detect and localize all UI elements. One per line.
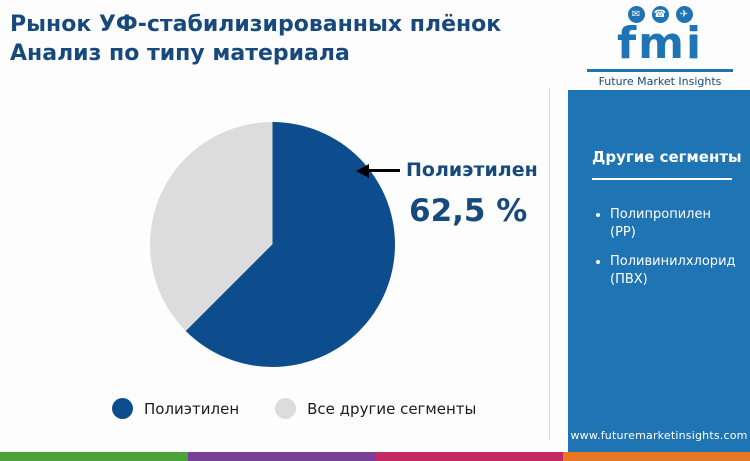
person-icon: ☎ — [651, 6, 669, 23]
stripe-segment — [0, 452, 188, 461]
legend-item-polyethylene: Полиэтилен — [112, 398, 239, 419]
sidebar-heading-underline — [592, 178, 732, 180]
callout-value: 62,5 % — [409, 193, 528, 229]
logo-wordmark: fmi — [616, 18, 704, 69]
callout-arrow-icon — [356, 164, 369, 178]
list-item: Полипропилен (PP) — [610, 206, 736, 241]
legend-dot-primary — [112, 398, 133, 419]
bottom-stripe — [0, 452, 750, 461]
sidebar-segment-list: Полипропилен (PP) Поливинилхлорид (ПВХ) — [610, 206, 736, 300]
legend-label: Все другие сегменты — [307, 399, 477, 418]
segment-name: Поливинилхлорид — [610, 254, 736, 270]
title-line-1: Рынок УФ-стабилизированных плёнок — [10, 12, 502, 37]
list-item: Поливинилхлорид (ПВХ) — [610, 253, 736, 288]
logo-rule — [587, 68, 733, 72]
title-line-2: Анализ по типу материала — [10, 41, 350, 67]
segment-name: Полипропилен — [610, 207, 711, 222]
legend-item-others: Все другие сегменты — [275, 398, 476, 419]
sidebar-heading: Другие сегменты — [592, 148, 742, 166]
stripe-segment — [562, 452, 750, 461]
legend-dot-secondary — [275, 398, 297, 419]
segment-abbr: (ПВХ) — [610, 271, 648, 287]
logo-icon-row: ✉ ☎ ✈ — [578, 6, 742, 23]
stripe-segment — [375, 452, 563, 461]
segment-abbr: (PP) — [610, 224, 636, 240]
stripe-segment — [187, 452, 375, 461]
website-link[interactable]: www.futuremarketinsights.com — [570, 429, 748, 442]
callout-label: Полиэтилен — [406, 159, 538, 181]
chart-legend: Полиэтилен Все другие сегменты — [112, 398, 498, 419]
callout-arrow-line — [368, 169, 400, 172]
legend-label: Полиэтилен — [144, 399, 240, 418]
chat-icon: ✉ — [627, 6, 645, 23]
fmi-logo: ✉ ☎ ✈ fmi Future Market Insights — [578, 6, 742, 88]
plane-icon: ✈ — [675, 6, 693, 23]
vertical-divider — [549, 88, 550, 440]
logo-tagline: Future Market Insights — [598, 74, 722, 88]
pie-chart — [150, 122, 395, 367]
page-title: Рынок УФ-стабилизированных плёнок Анализ… — [10, 10, 555, 68]
right-sidebar-panel: Другие сегменты Полипропилен (PP) Поливи… — [568, 90, 750, 452]
